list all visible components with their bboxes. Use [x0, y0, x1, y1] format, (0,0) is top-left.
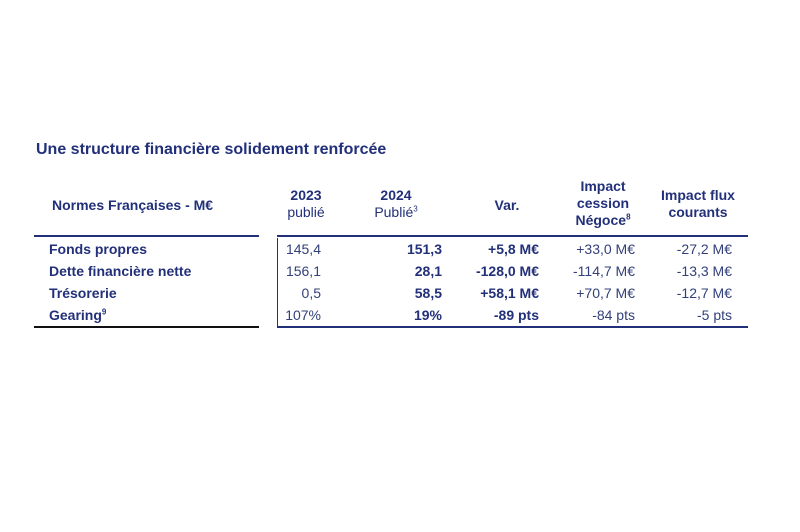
table-row: Gearing9 107% 19% -89 pts -84 pts -5 pts [0, 304, 800, 326]
value-var: +5,8 M€ [488, 241, 539, 257]
value-var: -128,0 M€ [475, 263, 539, 279]
header-rule-right [277, 235, 748, 237]
value-2023: 0,5 [301, 285, 321, 301]
row-label: Gearing9 [49, 307, 107, 323]
value-impact-cession: -114,7 M€ [573, 263, 635, 279]
value-impact-flux: -12,7 M€ [676, 285, 732, 301]
footer-rule-left [34, 326, 259, 328]
header-impact-flux: Impact flux courants [661, 187, 735, 220]
header-rule-left [34, 235, 259, 237]
page-title: Une structure financière solidement renf… [36, 141, 387, 158]
value-impact-flux: -13,3 M€ [676, 263, 732, 279]
table-row: Fonds propres 145,4 151,3 +5,8 M€ +33,0 … [0, 238, 800, 260]
footnote-8: 8 [626, 212, 631, 222]
column-divider [277, 238, 278, 328]
value-2023: 145,4 [285, 241, 321, 257]
value-var: -89 pts [493, 307, 539, 323]
footnote-3: 3 [413, 204, 418, 214]
header-normes: Normes Françaises - M€ [52, 197, 214, 213]
value-2024: 28,1 [414, 263, 442, 279]
footnote-9: 9 [101, 307, 107, 317]
value-impact-cession: +33,0 M€ [576, 241, 635, 257]
table-row: Dette financière nette 156,1 28,1 -128,0… [0, 260, 800, 282]
value-2024: 58,5 [414, 285, 442, 301]
header-impact-cession: Impact cession Négoce8 [575, 178, 631, 228]
footer-rule-right [277, 326, 748, 328]
value-impact-cession: -84 pts [592, 307, 635, 323]
value-impact-flux: -5 pts [696, 307, 732, 323]
value-2023: 156,1 [285, 263, 321, 279]
value-2023: 107% [285, 307, 321, 323]
row-label: Trésorerie [49, 285, 117, 301]
header-2024: 2024 Publié3 [374, 187, 418, 220]
value-impact-flux: -27,2 M€ [676, 241, 732, 257]
value-2024: 19% [413, 307, 442, 323]
value-var: +58,1 M€ [480, 285, 539, 301]
header-2023: 2023 publié [287, 187, 325, 220]
row-label: Fonds propres [49, 241, 148, 257]
row-label: Dette financière nette [49, 263, 192, 279]
header-var: Var. [494, 197, 520, 213]
value-2024: 151,3 [406, 241, 442, 257]
table-row: Trésorerie 0,5 58,5 +58,1 M€ +70,7 M€ -1… [0, 282, 800, 304]
value-impact-cession: +70,7 M€ [576, 285, 635, 301]
